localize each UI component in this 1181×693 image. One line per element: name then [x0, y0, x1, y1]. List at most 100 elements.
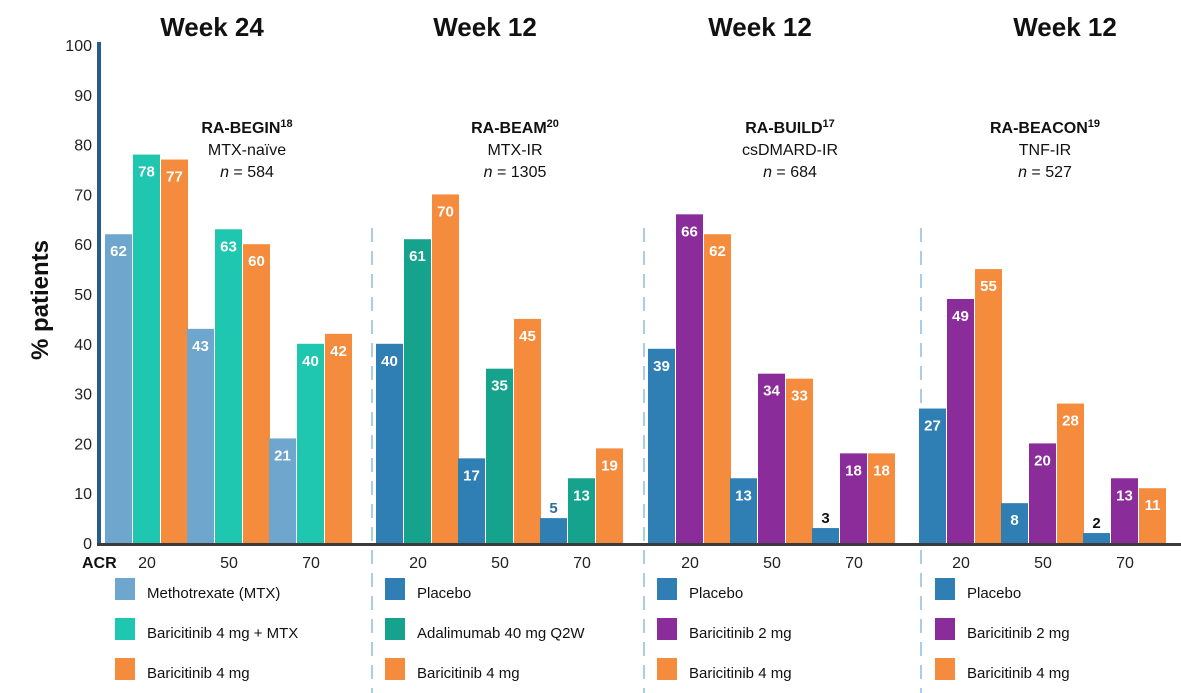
bar-value-label: 13	[735, 487, 752, 504]
legend-swatch	[115, 658, 135, 680]
x-tick-label: 50	[491, 555, 509, 572]
x-axis-label: ACR	[82, 555, 117, 572]
bar-value-label: 39	[653, 358, 670, 375]
bar	[486, 368, 513, 543]
y-tick-label: 70	[74, 187, 92, 204]
bar-value-label: 66	[681, 223, 698, 240]
bar-value-label: 3	[821, 510, 829, 527]
x-tick-label: 20	[681, 555, 699, 572]
legend-label: Baricitinib 4 mg	[967, 665, 1070, 682]
bar	[1111, 478, 1138, 543]
bar	[975, 269, 1002, 543]
x-tick-label: 20	[409, 555, 427, 572]
legend-label: Baricitinib 4 mg	[417, 665, 520, 682]
x-tick-label: 70	[302, 555, 320, 572]
bar-value-label: 62	[709, 243, 726, 260]
bar-value-label: 19	[601, 457, 618, 474]
bar	[325, 333, 352, 543]
x-tick-label: 20	[138, 555, 156, 572]
study-ref: 19	[1088, 118, 1100, 130]
bar-value-label: 77	[166, 169, 183, 186]
bar	[947, 298, 974, 543]
bar-value-label: 70	[437, 203, 454, 220]
x-tick-label: 50	[763, 555, 781, 572]
y-axis-line	[97, 42, 101, 543]
bar	[215, 229, 242, 543]
bar	[404, 239, 431, 543]
bar-value-label: 63	[220, 238, 237, 255]
legend-label: Placebo	[417, 585, 471, 602]
study-name: RA-BUILD17	[745, 118, 835, 137]
bar	[596, 448, 623, 543]
bar-value-label: 8	[1010, 512, 1018, 529]
legend-swatch	[657, 618, 677, 640]
panel-week-title: Week 12	[433, 12, 537, 42]
study-population: MTX-IR	[487, 142, 542, 159]
bar	[919, 408, 946, 543]
bar-value-label: 18	[873, 462, 890, 479]
bar	[161, 159, 188, 544]
bar-value-label: 13	[1116, 487, 1133, 504]
bar-value-label: 33	[791, 388, 808, 405]
study-n: n = 527	[1018, 164, 1072, 181]
y-tick-label: 80	[74, 138, 92, 155]
bar	[1139, 488, 1166, 543]
bar-value-label: 21	[274, 447, 291, 464]
x-tick-label: 70	[845, 555, 863, 572]
y-tick-label: 10	[74, 486, 92, 503]
bar	[1029, 443, 1056, 543]
bar-value-label: 13	[573, 487, 590, 504]
y-tick-label: 50	[74, 287, 92, 304]
x-tick-label: 20	[952, 555, 970, 572]
legend-label: Methotrexate (MTX)	[147, 585, 280, 602]
legend-label: Baricitinib 2 mg	[689, 625, 792, 642]
x-tick-label: 50	[220, 555, 238, 572]
bar-value-label: 5	[549, 500, 557, 517]
legend-swatch	[385, 658, 405, 680]
bar	[458, 458, 485, 543]
bar	[812, 528, 839, 543]
x-axis-line	[97, 543, 1181, 546]
bar	[376, 343, 403, 543]
bar	[297, 343, 324, 543]
bar-value-label: 62	[110, 243, 127, 260]
panel-week-title: Week 12	[708, 12, 812, 42]
study-n: n = 684	[763, 164, 817, 181]
bar-value-label: 17	[463, 467, 480, 484]
legend-label: Baricitinib 2 mg	[967, 625, 1070, 642]
bar	[1001, 503, 1028, 543]
bar-value-label: 40	[381, 353, 398, 370]
bar	[1083, 533, 1110, 543]
bar	[568, 478, 595, 543]
bar-value-label: 40	[302, 353, 319, 370]
bar	[432, 194, 459, 543]
bar	[105, 234, 132, 544]
study-n: n = 1305	[484, 164, 547, 181]
study-population: TNF-IR	[1019, 142, 1071, 159]
bar-value-label: 60	[248, 253, 265, 270]
bar-value-label: 27	[924, 418, 941, 435]
bar	[187, 328, 214, 543]
bar-value-label: 34	[763, 383, 780, 400]
y-tick-label: 60	[74, 237, 92, 254]
bar	[648, 348, 675, 543]
bar	[540, 518, 567, 543]
study-n: n = 584	[220, 164, 274, 181]
panel-week-title: Week 24	[160, 12, 264, 42]
bar	[243, 244, 270, 543]
y-tick-label: 40	[74, 337, 92, 354]
panel-week-title: Week 12	[1013, 12, 1117, 42]
study-ref: 20	[547, 118, 559, 130]
y-tick-label: 30	[74, 387, 92, 404]
x-tick-label: 70	[573, 555, 591, 572]
bar-value-label: 55	[980, 278, 997, 295]
legend-label: Placebo	[967, 585, 1021, 602]
bar-value-label: 35	[491, 378, 508, 395]
legend-label: Baricitinib 4 mg	[147, 665, 250, 682]
bar-value-label: 45	[519, 328, 536, 345]
y-tick-label: 20	[74, 436, 92, 453]
bar-value-label: 61	[409, 248, 426, 265]
bar	[704, 234, 731, 544]
